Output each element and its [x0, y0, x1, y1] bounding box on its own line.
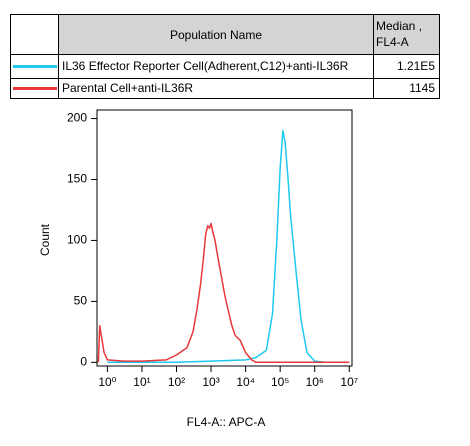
y-tick-label: 0 — [80, 355, 87, 369]
x-tick-label: 10⁴ — [236, 375, 255, 389]
legend-swatch — [13, 65, 57, 68]
x-tick-label: 10² — [168, 375, 185, 389]
x-tick-label: 10⁰ — [98, 375, 116, 389]
median-value: 1.21E5 — [396, 59, 435, 73]
x-tick-label: 10¹ — [133, 375, 150, 389]
legend-label: IL36 Effector Reporter Cell(Adherent,C12… — [62, 59, 349, 73]
x-axis-label: FL4-A:: APC-A — [187, 415, 266, 429]
y-axis-label: Count — [38, 223, 52, 256]
column-header-text: Median , FL4-A — [376, 19, 423, 49]
x-tick-label: 10⁵ — [271, 375, 289, 389]
legend-label: Parental Cell+anti-IL36R — [62, 81, 194, 95]
plot-frame — [96, 109, 353, 367]
y-tick-label: 150 — [67, 172, 87, 186]
y-tick-label: 200 — [67, 111, 87, 125]
histogram-line — [107, 129, 350, 364]
row-median: 1145 — [373, 78, 440, 99]
x-tick-label: 10⁶ — [306, 375, 324, 389]
column-header-text: Population Name — [169, 27, 263, 42]
y-tick-label: 50 — [74, 294, 88, 308]
median-value: 1145 — [409, 81, 435, 95]
x-tick-label: 10³ — [202, 375, 219, 389]
y-tick-label: 100 — [67, 233, 87, 247]
legend-swatch — [13, 87, 57, 90]
histogram-line — [97, 222, 350, 364]
x-tick-label: 10⁷ — [340, 375, 358, 389]
